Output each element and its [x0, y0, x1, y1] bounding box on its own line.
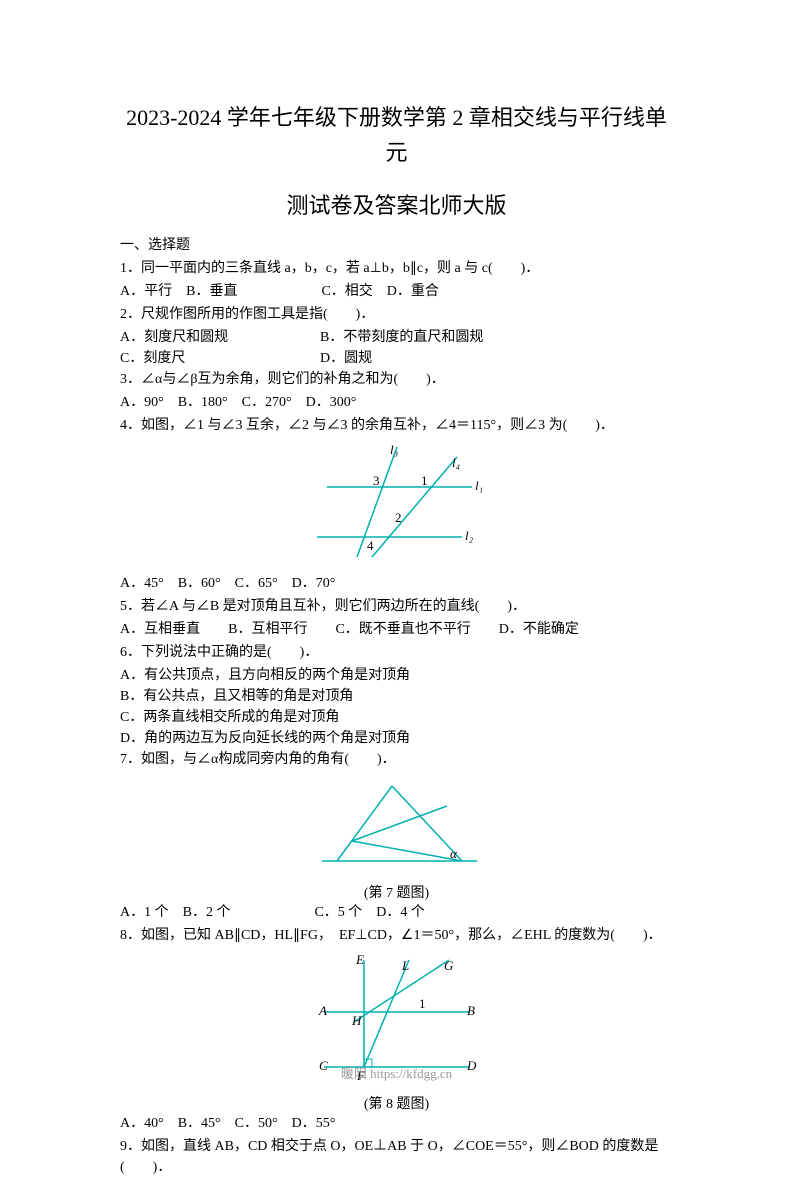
- question-4-figure: l₃ l₄ l₁ l₂ 1 3 2 4: [120, 442, 673, 567]
- question-7-options: A．1 个 B．2 个 C．5 个 D．4 个: [120, 902, 673, 923]
- svg-text:1: 1: [419, 996, 426, 1011]
- question-9: 9．如图，直线 AB，CD 相交于点 O，OE⊥AB 于 O，∠COE＝55°，…: [120, 1136, 673, 1178]
- question-5-options: A．互相垂直 B．互相平行 C．既不垂直也不平行 D．不能确定: [120, 619, 673, 640]
- svg-text:l₁: l₁: [475, 478, 483, 493]
- svg-text:α: α: [450, 846, 458, 861]
- question-2-option-c: C．刻度尺D．圆规: [120, 348, 673, 369]
- question-3: 3．∠α与∠β互为余角，则它们的补角之和为( )．: [120, 369, 673, 390]
- svg-text:B: B: [467, 1003, 475, 1018]
- question-4: 4．如图，∠1 与∠3 互余，∠2 与∠3 的余角互补，∠4＝115°，则∠3 …: [120, 415, 673, 436]
- question-8-caption: (第 8 题图): [120, 1093, 673, 1113]
- question-2: 2．尺规作图所用的作图工具是指( )．: [120, 304, 673, 325]
- svg-text:E: E: [355, 952, 364, 967]
- document-title: 2023-2024 学年七年级下册数学第 2 章相交线与平行线单元: [120, 100, 673, 170]
- svg-text:L: L: [401, 958, 409, 973]
- svg-text:4: 4: [367, 538, 374, 553]
- question-1: 1．同一平面内的三条直线 a，b，c，若 a⊥b，b∥c，则 a 与 c( )．: [120, 258, 673, 279]
- question-5: 5．若∠A 与∠B 是对顶角且互补，则它们两边所在的直线( )．: [120, 596, 673, 617]
- svg-text:l₂: l₂: [465, 528, 474, 543]
- svg-text:1: 1: [421, 473, 428, 488]
- svg-text:3: 3: [373, 473, 380, 488]
- question-4-options: A．45° B．60° C．65° D．70°: [120, 573, 673, 594]
- document-subtitle: 测试卷及答案北师大版: [120, 188, 673, 220]
- svg-text:2: 2: [395, 510, 402, 525]
- svg-text:A: A: [318, 1003, 327, 1018]
- question-3-options: A．90° B．180° C．270° D．300°: [120, 392, 673, 413]
- question-7-caption: (第 7 题图): [120, 882, 673, 902]
- question-8-options: A．40° B．45° C．50° D．55°: [120, 1113, 673, 1134]
- svg-text:l₃: l₃: [390, 442, 398, 457]
- svg-text:l₄: l₄: [452, 455, 461, 470]
- question-7-figure: α: [120, 776, 673, 876]
- question-2-option-a: A．刻度尺和圆规B．不带刻度的直尺和圆规: [120, 327, 673, 348]
- svg-text:G: G: [444, 958, 454, 973]
- question-6: 6．下列说法中正确的是( )．: [120, 642, 673, 663]
- question-8: 8．如图，已知 AB∥CD，HL∥FG， EF⊥CD，∠1＝50°，那么，∠EH…: [120, 925, 673, 946]
- question-1-options: A．平行 B．垂直 C．相交 D．重合: [120, 281, 673, 302]
- question-6-option-a: A．有公共顶点，且方向相反的两个角是对顶角: [120, 665, 673, 686]
- question-7: 7．如图，与∠α构成同旁内角的角有( )．: [120, 749, 673, 770]
- footer-watermark: 暖阳 https://kfdgg.cn: [0, 1063, 793, 1082]
- section-header: 一、选择题: [120, 234, 673, 254]
- svg-text:H: H: [351, 1013, 362, 1028]
- question-6-option-c: C．两条直线相交所成的角是对顶角: [120, 707, 673, 728]
- question-6-option-b: B．有公共点，且又相等的角是对顶角: [120, 686, 673, 707]
- question-6-option-d: D．角的两边互为反向延长线的两个角是对顶角: [120, 728, 673, 749]
